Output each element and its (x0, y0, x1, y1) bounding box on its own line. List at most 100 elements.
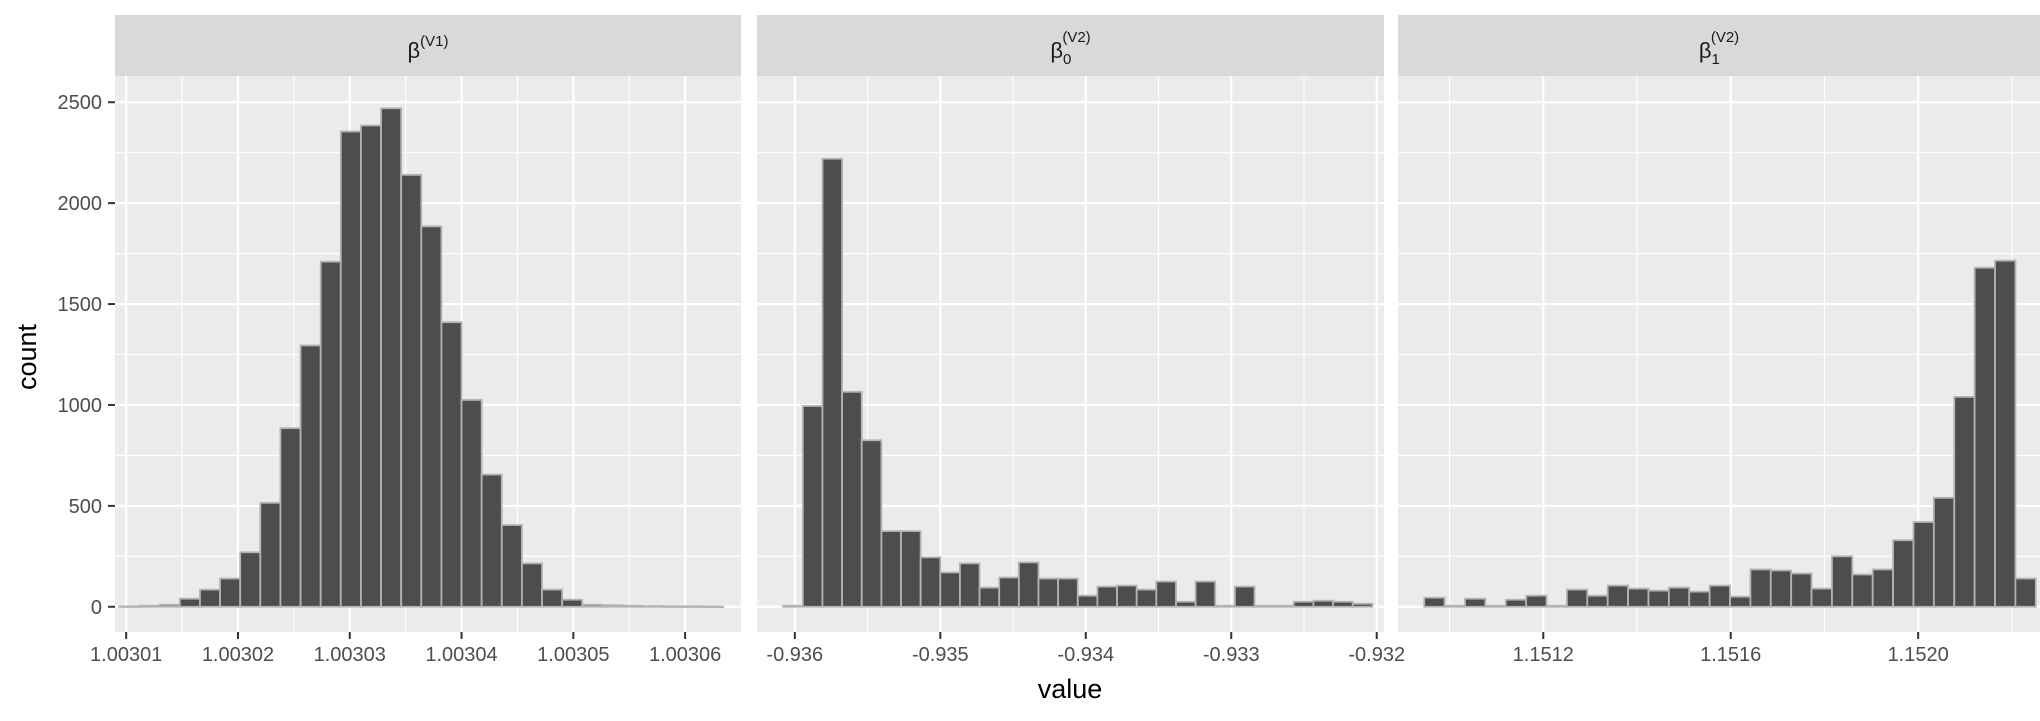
histogram-bar (1873, 569, 1893, 606)
x-axis-title: value (1038, 674, 1103, 704)
histogram-bar (1097, 587, 1117, 607)
histogram-bar (921, 557, 941, 606)
histogram-bar (280, 428, 300, 607)
histogram-bar (361, 125, 381, 606)
histogram-bar (1255, 606, 1275, 607)
histogram-bar (1137, 590, 1157, 607)
histogram-bar (1608, 586, 1628, 607)
histogram-bar (960, 563, 980, 606)
histogram-bar (1313, 601, 1333, 607)
y-tick-label: 1000 (58, 395, 103, 417)
histogram-bar (1333, 602, 1353, 607)
histogram-bar (119, 606, 139, 607)
histogram-bar (1526, 596, 1546, 607)
histogram-bar (1913, 522, 1933, 607)
histogram-bar (1832, 556, 1852, 606)
y-tick-label: 1500 (58, 294, 103, 316)
histogram-bar (1750, 569, 1770, 606)
histogram-bar (1294, 602, 1314, 607)
histogram-bar (1215, 606, 1235, 607)
histogram-bar (1156, 582, 1176, 607)
histogram-bar (803, 406, 823, 607)
y-tick-label: 2500 (58, 92, 103, 114)
x-tick-label: 1.1520 (1888, 644, 1949, 666)
x-tick-label: 1.00303 (314, 644, 386, 666)
x-tick-label: 1.00306 (649, 644, 721, 666)
y-tick-label: 0 (91, 597, 102, 619)
histogram-bar (940, 572, 960, 606)
x-tick-label: 1.00304 (425, 644, 497, 666)
y-tick-label: 2000 (58, 193, 103, 215)
x-tick-label: -0.934 (1057, 644, 1114, 666)
histogram-bar (1274, 606, 1294, 607)
histogram-bar (441, 322, 461, 607)
histogram-bar (200, 590, 220, 607)
histogram-bar (1648, 591, 1668, 607)
histogram-bar (980, 588, 1000, 607)
histogram-bar (1934, 498, 1954, 607)
histogram-bar (1058, 579, 1078, 607)
histogram-bar (1852, 574, 1872, 606)
histogram-bar (783, 606, 803, 607)
histogram-bar (321, 262, 341, 607)
x-tick-label: 1.00301 (90, 644, 162, 666)
histogram-bar (1176, 602, 1196, 607)
histogram-bar (2015, 579, 2035, 607)
histogram-bar (180, 599, 200, 607)
histogram-bar (1019, 562, 1039, 606)
histogram-bar (683, 606, 703, 607)
histogram-bar (602, 605, 622, 607)
histogram-bar (1893, 540, 1913, 607)
histogram-bar (1628, 589, 1648, 607)
x-tick-label: 1.1512 (1513, 644, 1574, 666)
histogram-bar (502, 525, 522, 607)
histogram-bar (582, 605, 602, 607)
histogram-bar (260, 503, 280, 607)
panel-2: β0(V2)-0.936-0.935-0.934-0.933-0.932 (757, 15, 1405, 666)
histogram-bar (1353, 604, 1373, 607)
histogram-bar (240, 552, 260, 606)
histogram-bar (1038, 579, 1058, 607)
histogram-bar (401, 175, 421, 607)
x-tick-label: 1.00305 (537, 644, 609, 666)
histogram-bar (822, 159, 842, 607)
histogram-bar (1995, 261, 2015, 607)
histogram-bar (862, 440, 882, 606)
histogram-bar (301, 345, 321, 606)
histogram-bar (1954, 397, 1974, 607)
histogram-bar (1465, 599, 1485, 607)
histogram-bar (999, 578, 1019, 607)
x-tick-label: -0.936 (766, 644, 823, 666)
histogram-bar (1567, 590, 1587, 607)
x-tick-label: -0.932 (1348, 644, 1405, 666)
histogram-bar (1975, 268, 1995, 607)
histogram-bar (1196, 582, 1216, 607)
histogram-bar (1587, 596, 1607, 607)
histogram-bar (160, 605, 180, 607)
histogram-bar (1117, 586, 1137, 607)
histogram-bar (421, 226, 441, 606)
histogram-bar (482, 475, 502, 607)
histogram-bar (462, 400, 482, 607)
histogram-bar (703, 607, 723, 608)
histogram-bar (1445, 606, 1465, 607)
histogram-bar (1506, 600, 1526, 607)
histogram-bar (842, 392, 862, 607)
histogram-bar (1771, 570, 1791, 606)
histogram-bar (1424, 598, 1444, 607)
histogram-bar (1730, 597, 1750, 607)
histogram-bar (522, 563, 542, 606)
histogram-bar (542, 590, 562, 607)
histogram-bar (1485, 606, 1505, 607)
histogram-bar (1078, 596, 1098, 607)
histogram-bar (881, 531, 901, 607)
histogram-bar (1235, 587, 1255, 607)
histogram-bar (1710, 586, 1730, 607)
histogram-bar (643, 606, 663, 607)
histogram-bar (220, 579, 240, 607)
x-tick-label: -0.933 (1203, 644, 1260, 666)
y-axis-title: count (12, 323, 42, 390)
